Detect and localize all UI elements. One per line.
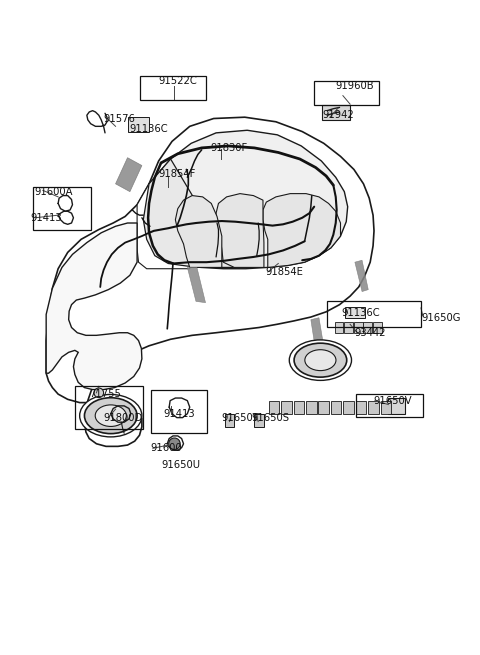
Text: 91800D: 91800D bbox=[104, 413, 143, 422]
Text: 91650U: 91650U bbox=[161, 460, 200, 470]
Bar bbox=[75, 386, 144, 429]
Text: 91522C: 91522C bbox=[158, 76, 197, 86]
Text: 91600: 91600 bbox=[150, 443, 181, 453]
Polygon shape bbox=[46, 223, 142, 390]
Text: 91413: 91413 bbox=[163, 409, 195, 419]
Text: 91600A: 91600A bbox=[34, 187, 72, 196]
Bar bbox=[128, 117, 149, 132]
Bar bbox=[381, 401, 391, 414]
Ellipse shape bbox=[305, 350, 336, 371]
Bar bbox=[281, 401, 292, 414]
Bar bbox=[327, 301, 421, 328]
Bar bbox=[388, 398, 405, 414]
Polygon shape bbox=[46, 117, 374, 446]
Polygon shape bbox=[175, 196, 222, 267]
Text: 91830F: 91830F bbox=[210, 143, 248, 153]
Ellipse shape bbox=[294, 343, 347, 377]
Bar bbox=[344, 322, 353, 333]
Polygon shape bbox=[355, 260, 368, 291]
Text: 91650S: 91650S bbox=[252, 413, 289, 422]
Text: 91576: 91576 bbox=[104, 113, 135, 124]
Polygon shape bbox=[216, 194, 264, 267]
Text: 91136C: 91136C bbox=[129, 124, 168, 134]
Bar bbox=[306, 401, 317, 414]
Bar bbox=[343, 401, 354, 414]
Bar bbox=[141, 76, 206, 100]
Text: 91650V: 91650V bbox=[373, 396, 412, 405]
Bar bbox=[33, 187, 91, 229]
Text: 91650T: 91650T bbox=[222, 413, 260, 422]
Text: 91650G: 91650G bbox=[422, 312, 461, 323]
Bar bbox=[335, 322, 343, 333]
Bar bbox=[225, 414, 234, 427]
Circle shape bbox=[168, 438, 180, 449]
Polygon shape bbox=[144, 130, 348, 269]
Bar bbox=[356, 394, 423, 417]
Polygon shape bbox=[263, 194, 340, 267]
Bar bbox=[363, 322, 372, 333]
Text: 91136C: 91136C bbox=[341, 308, 380, 318]
Bar bbox=[294, 401, 304, 414]
Bar bbox=[345, 307, 365, 318]
Bar bbox=[331, 401, 341, 414]
Bar bbox=[368, 401, 379, 414]
Text: 93442: 93442 bbox=[355, 328, 386, 338]
Polygon shape bbox=[137, 184, 192, 269]
Bar bbox=[269, 401, 279, 414]
Bar bbox=[319, 401, 329, 414]
Bar bbox=[254, 414, 264, 427]
Ellipse shape bbox=[289, 340, 351, 381]
Bar bbox=[314, 81, 379, 105]
Ellipse shape bbox=[84, 398, 137, 434]
Bar bbox=[152, 390, 207, 434]
Polygon shape bbox=[116, 158, 142, 192]
Bar bbox=[354, 322, 362, 333]
Polygon shape bbox=[144, 159, 235, 267]
Bar bbox=[373, 322, 382, 333]
Ellipse shape bbox=[95, 405, 126, 426]
Bar bbox=[356, 401, 366, 414]
Text: 91854F: 91854F bbox=[158, 169, 196, 179]
Text: 91960B: 91960B bbox=[336, 81, 374, 91]
Text: 91854E: 91854E bbox=[265, 267, 303, 277]
Polygon shape bbox=[311, 318, 325, 357]
Text: 91413: 91413 bbox=[30, 213, 62, 223]
Text: 91942: 91942 bbox=[323, 110, 354, 121]
Ellipse shape bbox=[80, 394, 142, 437]
Text: 71755: 71755 bbox=[89, 389, 121, 399]
Polygon shape bbox=[187, 267, 205, 303]
Circle shape bbox=[94, 388, 104, 398]
Bar bbox=[323, 105, 350, 120]
